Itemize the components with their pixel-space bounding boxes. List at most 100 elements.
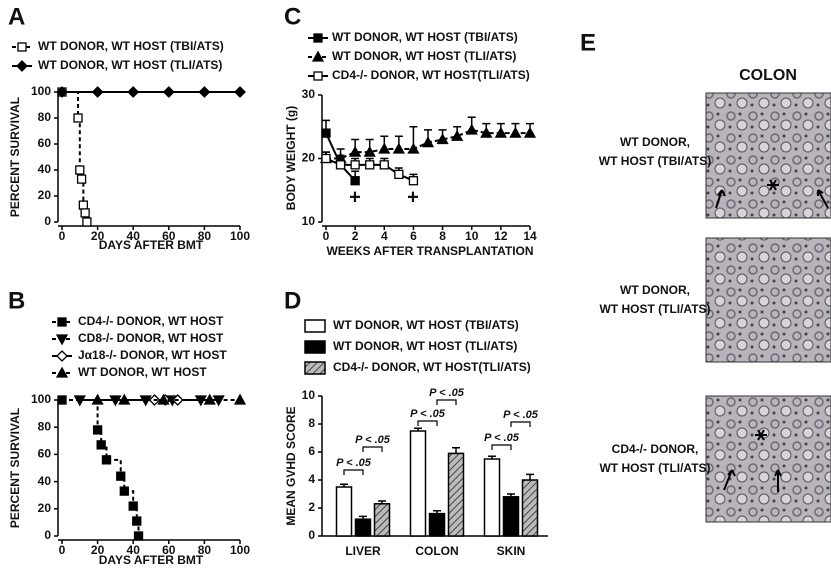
y-axis-label: PERCENT SURVIVAL: [8, 97, 22, 217]
y-tick-label: 40: [38, 162, 52, 176]
marker: [198, 86, 211, 98]
legend-marker: [311, 50, 325, 62]
marker: [119, 486, 129, 496]
y-tick-label: 6: [308, 444, 315, 458]
marker: [494, 126, 507, 138]
p-value: P < .05: [336, 457, 372, 469]
death-mark: +: [407, 186, 419, 208]
y-tick-label: 20: [38, 501, 52, 515]
y-tick-label: 8: [308, 416, 315, 430]
marker: [335, 160, 346, 170]
legend-label: CD8-/- DONOR, WT HOST: [78, 331, 224, 345]
bar: [409, 430, 427, 537]
row-label: WT HOST (TBI/ATS): [599, 154, 711, 168]
marker: [394, 169, 404, 180]
panel-letter: C: [284, 3, 301, 30]
significance-bracket: [491, 444, 512, 450]
marker: [234, 86, 246, 98]
row-label: WT DONOR,: [620, 135, 690, 149]
bar: [483, 458, 501, 537]
legend-swatch: [304, 319, 326, 333]
marker: [118, 393, 131, 405]
x-tick-label: SKIN: [497, 544, 526, 558]
marker: [96, 440, 106, 450]
bar: [447, 452, 465, 537]
x-tick-label: 40: [127, 543, 141, 557]
significance-bracket: [436, 399, 457, 405]
x-tick-label: 100: [230, 543, 250, 557]
marker: [82, 217, 92, 227]
significance-bracket: [510, 421, 531, 427]
marker: [480, 126, 493, 138]
x-tick-label: 0: [59, 229, 66, 243]
colon-image: [705, 92, 831, 219]
marker: [233, 393, 247, 405]
marker: [421, 136, 435, 148]
marker: [92, 425, 103, 435]
y-tick-label: 2: [308, 500, 315, 514]
marker: [392, 142, 405, 154]
legend-marker: [313, 71, 323, 81]
marker: [321, 128, 331, 138]
x-tick-label: 60: [162, 543, 176, 557]
significance-bracket: [417, 420, 438, 426]
panel-letter: B: [8, 287, 25, 314]
legend-label: WT DONOR, WT HOST (TBI/ATS): [332, 30, 518, 44]
row-label: CD4-/- DONOR,: [612, 442, 699, 456]
y-tick-label: 0: [44, 214, 51, 228]
marker: [133, 531, 144, 541]
arrow: [723, 469, 736, 491]
panel-letter: D: [284, 287, 301, 314]
x-tick-label: 80: [198, 229, 212, 243]
x-tick-label: 2: [352, 229, 359, 243]
x-tick-label: 100: [230, 229, 250, 243]
bar: [373, 503, 391, 537]
bar: [502, 496, 520, 537]
legend-label: Jα18-/- DONOR, WT HOST: [78, 348, 227, 362]
marker: [523, 126, 537, 138]
marker: [349, 145, 362, 157]
marker: [407, 142, 420, 154]
x-tick-label: 80: [198, 543, 212, 557]
marker: [379, 160, 389, 170]
marker: [509, 126, 522, 138]
y-tick-label: 100: [31, 392, 51, 406]
y-axis-label: BODY WEIGHT (g): [284, 106, 298, 210]
y-tick-label: 40: [38, 474, 52, 488]
legend-label: CD4-/- DONOR, WT HOST: [78, 314, 224, 328]
marker: [75, 165, 85, 175]
histology-images: [705, 92, 831, 523]
marker: [78, 200, 89, 210]
marker: [436, 133, 449, 145]
marker: [127, 86, 140, 98]
legend-label: WT DONOR, WT HOST (TBI/ATS): [333, 318, 519, 332]
y-tick-label: 0: [44, 528, 51, 542]
y-tick-label: 20: [302, 151, 316, 165]
x-tick-label: 10: [465, 229, 479, 243]
y-tick-label: 10: [302, 388, 316, 402]
marker: [128, 501, 138, 511]
survival-line: [62, 399, 140, 536]
y-tick-label: 30: [302, 87, 316, 101]
colon-image: [705, 237, 831, 363]
y-tick-label: 4: [308, 472, 315, 486]
x-axis-label: WEEKS AFTER TRANSPLANTATION: [326, 244, 533, 258]
marker: [162, 86, 175, 98]
p-value: P < .05: [503, 409, 539, 421]
y-axis-label: MEAN GVHD SCORE: [284, 406, 298, 525]
p-value: P < .05: [355, 434, 391, 446]
marker: [56, 86, 68, 98]
x-tick-label: LIVER: [345, 544, 381, 558]
marker: [465, 123, 478, 135]
bar: [335, 486, 353, 537]
y-tick-label: 80: [38, 110, 52, 124]
x-tick-label: 20: [91, 543, 105, 557]
legend-swatch: [304, 340, 326, 354]
y-tick-label: 60: [38, 447, 52, 461]
y-axis-label: PERCENT SURVIVAL: [8, 408, 22, 528]
death-mark: +: [349, 186, 361, 208]
marker: [203, 393, 216, 405]
x-tick-label: 8: [439, 229, 446, 243]
legend-swatch: [304, 361, 326, 375]
p-value: P < .05: [410, 408, 446, 420]
